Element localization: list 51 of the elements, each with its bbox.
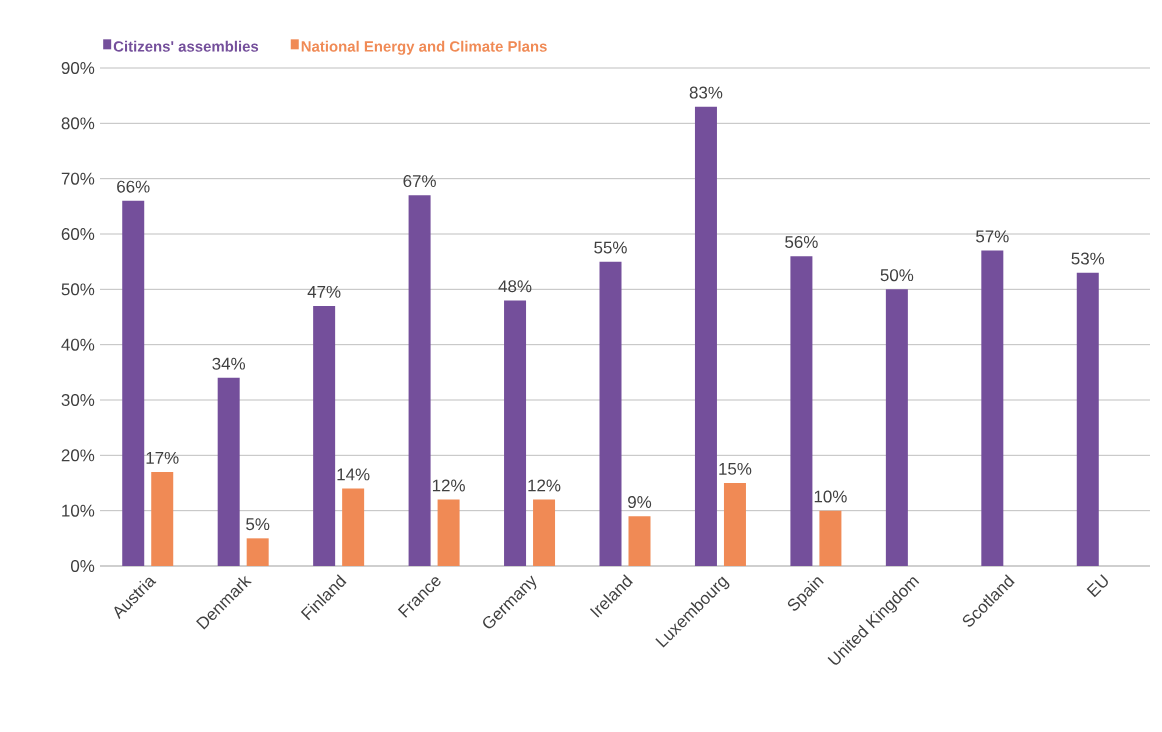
bar [885,289,908,566]
bar [246,538,269,566]
data-label: 55% [594,241,627,254]
data-label: 12% [432,479,465,492]
bar [628,516,651,566]
bar [437,499,460,566]
bar [694,106,717,566]
bar [790,256,813,566]
data-label: 47% [307,285,341,298]
data-label: 17% [146,451,179,464]
bar [342,488,365,566]
data-label: 15% [719,462,752,475]
bar [217,377,240,566]
bar [533,499,556,566]
y-tick-label: 30% [61,394,95,406]
bar [723,483,746,566]
data-label: 67% [403,175,436,188]
bar [1076,272,1099,566]
y-tick-label: 50% [61,283,95,296]
y-tick-label: 60% [61,228,95,240]
data-label: 5% [246,518,270,531]
data-label: 34% [212,357,246,370]
data-label: 12% [528,479,561,492]
y-tick-label: 20% [61,449,95,462]
y-tick-label: 40% [61,338,95,351]
data-label: 57% [976,230,1009,243]
bar [599,261,622,566]
data-label: 83% [689,86,723,99]
bar [151,471,174,566]
bar [313,305,336,566]
data-label: 9% [628,496,652,509]
y-tick-label: 70% [61,172,95,185]
y-tick-label: 90% [61,62,95,74]
y-tick-label: 80% [61,117,95,130]
bar [504,300,527,566]
data-label: 56% [785,235,818,248]
bar [981,250,1004,566]
y-tick-label: 10% [62,504,95,517]
data-label: 50% [880,269,914,282]
data-label: 48% [498,280,532,293]
legend-label: Citizens' assemblies [113,40,259,52]
data-label: 10% [814,490,847,503]
bar [122,200,145,566]
data-label: 66% [117,180,150,193]
legend-label: National Energy and Climate Plans [301,40,547,55]
y-tick-label: 0% [71,560,95,572]
bar [819,510,842,566]
data-label: 14% [337,468,370,481]
data-label: 53% [1071,252,1105,265]
x-tick-label: EU [1086,574,1108,598]
bar [408,195,431,566]
